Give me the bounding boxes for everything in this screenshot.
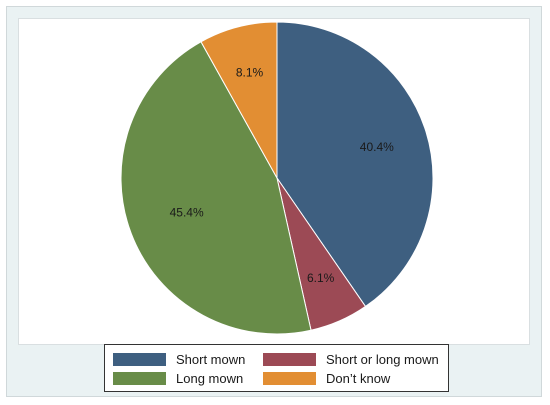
legend-label: Short or long mown (326, 352, 439, 367)
legend-swatch (263, 372, 316, 385)
legend-swatch (263, 353, 316, 366)
legend: Short mown Short or long mown Long mown … (104, 344, 449, 392)
legend-swatch (113, 353, 166, 366)
slice-value-label: 40.4% (360, 140, 394, 154)
legend-swatch (113, 372, 166, 385)
legend-label: Short mown (176, 352, 246, 367)
legend-item-short-or-long-mown: Short or long mown (263, 351, 439, 368)
legend-label: Don’t know (326, 371, 391, 386)
pie-chart: 40.4% 6.1% 45.4% 8.1% (120, 21, 434, 335)
pie-slice-short-mown (276, 21, 434, 308)
pie-slice-long-mown (120, 41, 312, 335)
legend-item-dont-know: Don’t know (263, 370, 390, 387)
slice-value-label: 45.4% (170, 205, 204, 219)
slice-value-label: 8.1% (236, 65, 264, 79)
legend-item-long-mown: Long mown (113, 370, 243, 387)
chart-frame: 40.4% 6.1% 45.4% 8.1% Short mown Short or l… (6, 6, 542, 397)
plot-area: 40.4% 6.1% 45.4% 8.1% (18, 18, 530, 345)
legend-item-short-mown: Short mown (113, 351, 245, 368)
legend-label: Long mown (176, 371, 244, 386)
slice-value-label: 6.1% (307, 271, 335, 285)
pie-slice-don-t-know (200, 21, 278, 180)
